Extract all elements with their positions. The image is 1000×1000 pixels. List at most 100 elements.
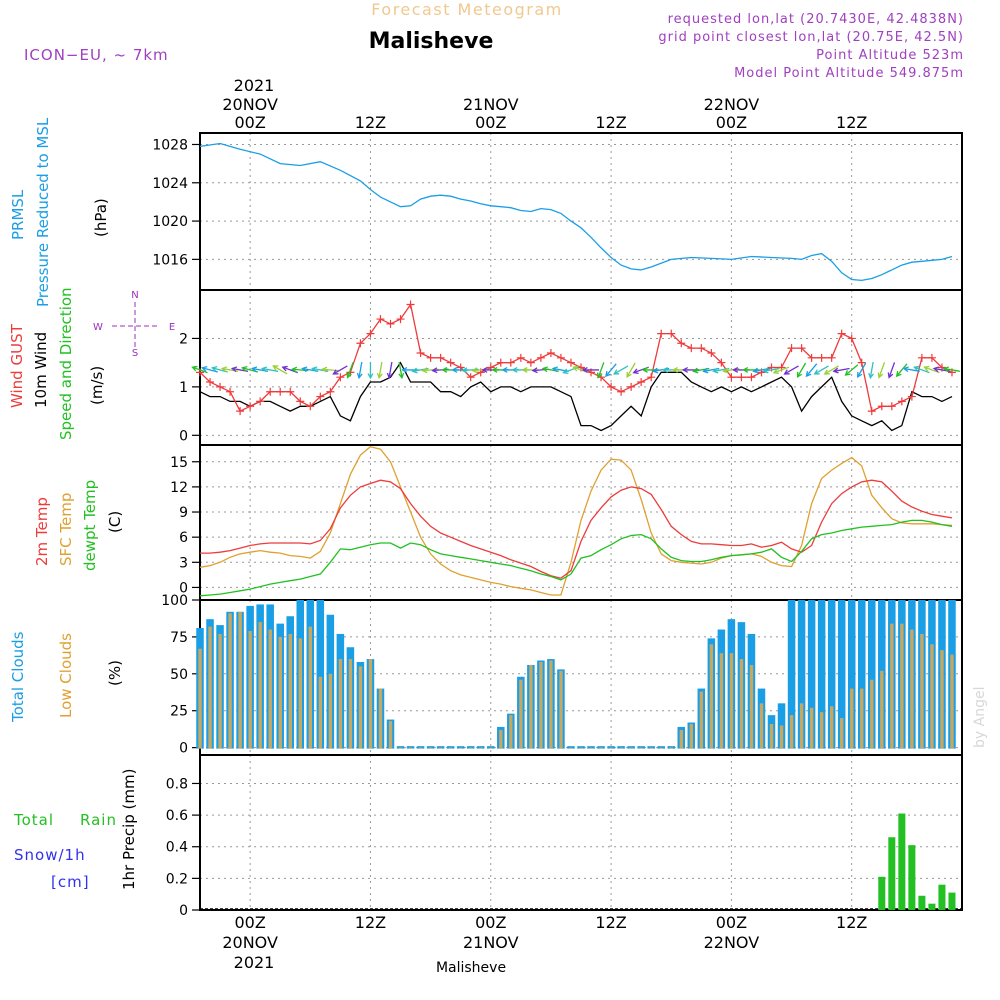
wind-direction-arrowhead [857,371,863,379]
temp-y-tick-label: 9 [179,505,188,521]
gust-marker [206,378,215,387]
gust-marker [627,382,636,391]
low-cloud-bar [739,659,744,749]
pressure-y-tick-label: 1016 [152,252,188,268]
temp-label-1: 2m Temp [33,497,51,566]
wind-direction-arrowhead [752,367,759,374]
rain-bar [948,892,956,910]
low-cloud-bar [278,636,282,749]
point-altitude: Point Altitude 523m [816,48,964,63]
wind-direction-arrow [723,367,740,372]
wind-direction-arrowhead [651,367,659,374]
wind-y-tick-label: 2 [179,331,188,347]
wind-direction-arrow [943,367,960,372]
low-cloud-bar [489,747,493,749]
wind-direction-arrowhead [356,372,363,380]
low-cloud-bar [428,747,433,749]
gust-marker [446,358,455,367]
wind-direction-arrowhead [521,366,528,373]
gust-marker [637,378,646,387]
temp-label-3: dewpt Temp [81,480,99,571]
low-cloud-bar [268,629,272,749]
low-cloud-bar [418,747,423,749]
wind-direction-arrow [398,361,403,378]
wind-direction-arrow [462,368,479,372]
sfc-temp-line [199,445,953,596]
rain-bar [938,884,946,910]
gust-marker [546,348,555,357]
low-cloud-bar [258,622,262,749]
bottom-axis-hour-label: 12Z [836,913,867,932]
gust-marker [316,392,325,401]
gust-marker [717,358,726,367]
snow-label: Snow/1h [14,846,86,864]
wind-direction-arrow [888,362,896,378]
wind-direction-arrow [272,365,288,375]
wind-direction-arrow [597,362,605,378]
low-cloud-bar [358,666,363,749]
low-cloud-bar [789,715,794,749]
wind-direction-arrowhead [332,369,339,375]
wind-direction-arrowhead [932,366,940,373]
rain-bar [898,813,906,910]
low-cloud-bar [890,623,894,749]
temp-2m-line [200,479,953,579]
wind-direction-arrowhead [461,367,468,374]
wind-direction-arrowhead [541,366,548,373]
gust-marker [226,387,235,396]
low-cloud-bar [238,611,242,749]
wind-direction-arrowhead [692,367,699,374]
total-cloud-bar [446,746,455,749]
low-cloud-bar [479,747,483,749]
low-cloud-bar [559,670,563,749]
wind-direction-arrowhead [661,366,668,373]
gust-marker [396,315,405,324]
top-axis-hour-label: 12Z [355,113,386,132]
total-cloud-bar [617,746,625,749]
wind-direction-arrowhead [632,368,639,375]
footer-title: Malisheve [436,960,506,976]
gust-marker [286,387,295,396]
bottom-axis-hour-label: 00Z [234,913,265,932]
low-cloud-bar [850,688,854,749]
low-cloud-bar [438,747,443,749]
wind-direction-arrowhead [895,371,902,378]
gust-marker [847,334,856,343]
wind-direction-arrow [388,361,393,378]
total-cloud-bar [316,600,325,749]
low-cloud-bar [298,638,302,749]
wind-direction-arrowhead [200,366,208,372]
precip-y-tick-label: 0.2 [166,871,188,887]
wind-direction-arrowhead [281,365,288,372]
low-cloud-bar [910,629,914,749]
model-name: ICON−EU, ~ 7km [24,46,169,64]
page-title: Malisheve [369,29,494,54]
total-cloud-bar [817,600,826,749]
gust-marker [356,339,365,348]
wind-direction-arrowhead [823,369,830,375]
gust-marker [677,339,686,348]
wind-direction-arrowhead [451,366,458,373]
wind-direction-arrow [833,367,850,372]
low-cloud-bar [629,747,633,749]
gust-marker [907,392,916,401]
gust-marker [737,373,746,382]
gust-marker [336,373,345,382]
low-cloud-bar [288,633,292,749]
subtitle: Forecast Meteogram [371,0,562,19]
wind-direction-arrow [824,365,839,375]
wind-direction-arrowhead [311,366,318,373]
gust-marker [877,402,886,411]
low-cloud-bar [208,626,212,749]
top-axis-hour-label: 00Z [234,113,265,132]
temp-y-tick-label: 15 [170,455,188,471]
temp-y-tick-label: 12 [170,480,188,496]
low-cloud-bar [368,659,373,749]
gust-marker [466,373,475,382]
wind-unit: (m/s) [88,366,106,405]
low-cloud-bar [218,633,222,749]
wind-direction-arrowhead [321,366,328,373]
wind-direction-arrow [914,366,930,374]
wind-direction-arrowhead [398,372,405,380]
